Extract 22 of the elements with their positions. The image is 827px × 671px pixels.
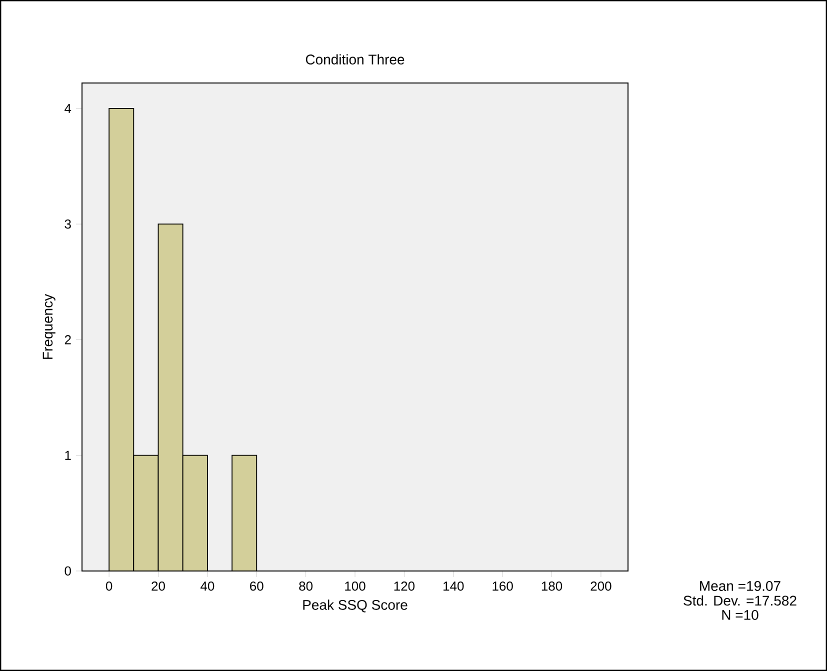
y-axis-title: Frequency — [42, 294, 56, 359]
x-tick-label: 140 — [444, 582, 464, 591]
y-tick-label: 4 — [64, 104, 72, 113]
x-axis-title: Peak SSQ Score — [303, 600, 408, 612]
x-tick-label: 20 — [152, 582, 165, 591]
y-tick-label: 3 — [64, 219, 71, 229]
text: Std. Dev. =17.582 — [684, 595, 796, 606]
y-tick-label: 1 — [65, 450, 71, 460]
x-tick-label: 40 — [200, 582, 214, 591]
y-tick-label: 0 — [64, 566, 71, 576]
x-tick-label: 80 — [299, 582, 313, 591]
text: Mean =19.07 — [700, 581, 780, 591]
text: N =10 — [722, 610, 758, 620]
x-tick-label: 0 — [106, 582, 112, 591]
x-tick-label: 60 — [250, 582, 264, 591]
x-tick-label: 200 — [590, 582, 612, 591]
x-tick-label: 160 — [492, 582, 513, 591]
x-tick-label: 180 — [542, 582, 562, 591]
chart-title: Condition Three — [306, 54, 404, 64]
y-tick-label: 2 — [64, 335, 71, 344]
x-tick-label: 120 — [394, 582, 415, 591]
x-tick-label: 100 — [345, 582, 366, 591]
